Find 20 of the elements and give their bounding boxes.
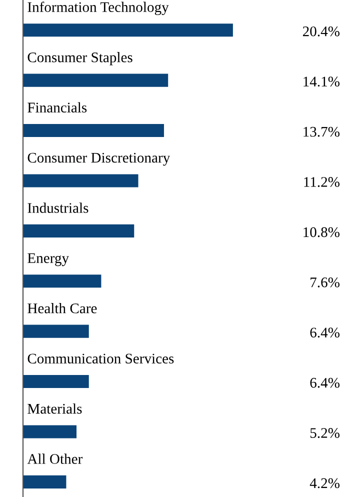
y-tick-label: Energy (28, 253, 69, 266)
y-tick-label: All Other (27, 454, 83, 464)
y-tick-label: Consumer Discretionary (28, 152, 170, 166)
data-label: 13.7% (304, 126, 340, 137)
data-label: 20.4% (302, 26, 340, 36)
y-tick-label: Health Care (28, 303, 97, 314)
y-tick-label: Communication Services (28, 354, 174, 364)
data-label: 14.1% (304, 76, 340, 87)
data-label: 11.2% (304, 177, 340, 187)
y-tick-label: Information Technology (28, 2, 169, 16)
data-label: 6.4% (310, 378, 340, 388)
y-tick-label: Financials (28, 102, 87, 112)
data-label: 10.8% (304, 227, 340, 238)
data-label: 5.2% (310, 428, 340, 438)
y-tick-label: Industrials (28, 202, 88, 213)
data-label: 6.4% (310, 328, 340, 338)
data-label: 7.6% (310, 277, 340, 288)
y-tick-label: Consumer Staples (28, 52, 132, 66)
data-label: 4.2% (310, 478, 340, 488)
y-tick-label: Materials (28, 403, 82, 414)
